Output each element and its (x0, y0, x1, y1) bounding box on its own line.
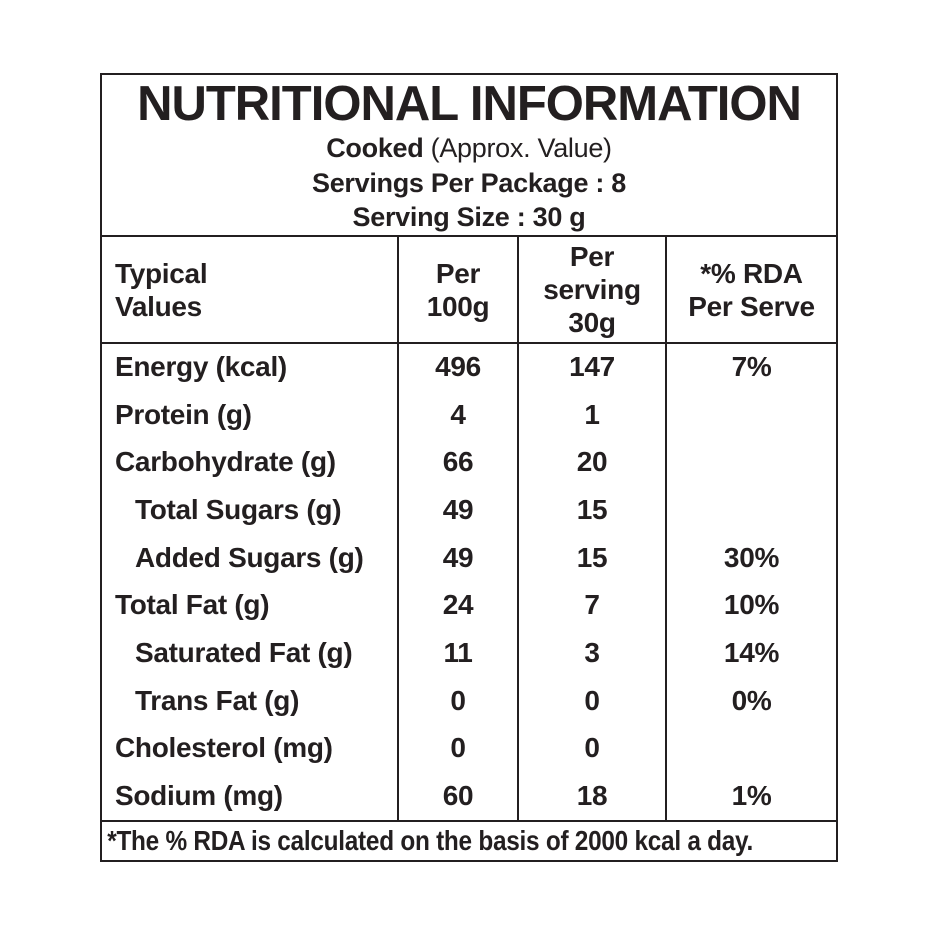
value-per-serving: 1 (518, 390, 667, 439)
table-row-trans-fat: Trans Fat (g) 0 0 0% (102, 676, 836, 725)
value-per-100g: 60 (398, 772, 519, 820)
table-row-carbohydrate: Carbohydrate (g) 66 20 (102, 438, 836, 487)
value-rda (666, 486, 836, 534)
values-table: Typical Values Per 100g Per serving 30g … (102, 237, 836, 820)
value-rda: 10% (723, 589, 780, 621)
value-per-serving: 0 (518, 724, 667, 773)
column-header-row: Typical Values Per 100g Per serving 30g … (102, 237, 836, 344)
value-rda: 30% (723, 541, 780, 573)
value-per-100g: 496 (398, 343, 519, 391)
value-per-serving: 15 (518, 533, 667, 582)
value-rda: 1% (731, 780, 772, 812)
table-row-total-fat: Total Fat (g) 24 7 10% (102, 581, 836, 630)
value-rda: 14% (723, 636, 780, 668)
col-header-typical-values: Typical Values (102, 237, 399, 344)
nutrition-label: NUTRITIONAL INFORMATION Cooked (Approx. … (100, 73, 838, 862)
value-per-serving: 3 (518, 629, 667, 677)
row-label: Total Fat (g) (102, 581, 399, 630)
value-per-serving: 0 (518, 676, 667, 725)
footer-note: *The % RDA is calculated on the basis of… (107, 825, 754, 856)
value-per-100g: 49 (398, 486, 519, 534)
value-rda (666, 725, 836, 773)
value-per-100g: 4 (398, 390, 519, 439)
table-row-cholesterol: Cholesterol (mg) 0 0 (102, 724, 836, 773)
value-rda: 0% (731, 684, 772, 716)
value-per-serving: 18 (518, 772, 667, 820)
row-label: Protein (g) (102, 390, 399, 439)
row-label: Cholesterol (mg) (102, 724, 399, 773)
value-per-100g: 66 (398, 438, 519, 487)
value-per-100g: 24 (398, 581, 519, 630)
value-per-serving: 7 (518, 581, 667, 630)
row-label: Trans Fat (g) (102, 676, 399, 725)
row-label: Total Sugars (g) (102, 486, 399, 534)
values-table-section: Typical Values Per 100g Per serving 30g … (102, 237, 836, 820)
row-label: Saturated Fat (g) (102, 629, 399, 677)
subtitle: Cooked (Approx. Value) (102, 131, 836, 166)
table-row-energy: Energy (kcal) 496 147 7% (102, 343, 836, 391)
serving-size-line: Serving Size : 30 g (352, 202, 586, 232)
servings-per-package-line: Servings Per Package : 8 (312, 168, 626, 198)
value-per-100g: 0 (398, 724, 519, 773)
value-per-serving: 147 (518, 343, 667, 391)
row-label: Carbohydrate (g) (102, 438, 399, 487)
col-header-per-serving: Per serving 30g (518, 237, 667, 344)
subtitle-cooked: Cooked (326, 133, 424, 163)
value-per-serving: 15 (518, 486, 667, 534)
value-rda: 7% (731, 351, 772, 383)
col-header-per-100g: Per 100g (398, 237, 519, 344)
page-title: NUTRITIONAL INFORMATION (137, 77, 802, 131)
value-rda (666, 391, 836, 439)
value-per-serving: 20 (518, 438, 667, 487)
table-row-sodium: Sodium (mg) 60 18 1% (102, 772, 836, 820)
value-per-100g: 0 (398, 676, 519, 725)
value-per-100g: 49 (398, 533, 519, 582)
col-header-rda-per-serve: *% RDA Per Serve (666, 237, 836, 344)
table-row-saturated-fat: Saturated Fat (g) 11 3 14% (102, 629, 836, 677)
row-label: Sodium (mg) (102, 772, 399, 820)
row-label: Energy (kcal) (102, 343, 399, 391)
value-per-100g: 11 (398, 629, 519, 677)
footer-section: *The % RDA is calculated on the basis of… (102, 820, 836, 860)
row-label: Added Sugars (g) (102, 533, 399, 582)
subtitle-approx-value: (Approx. Value) (423, 133, 612, 163)
header-section: NUTRITIONAL INFORMATION Cooked (Approx. … (102, 75, 836, 237)
table-row-added-sugars: Added Sugars (g) 49 15 30% (102, 533, 836, 582)
value-rda (666, 438, 836, 486)
table-row-protein: Protein (g) 4 1 (102, 390, 836, 439)
table-row-total-sugars: Total Sugars (g) 49 15 (102, 486, 836, 534)
